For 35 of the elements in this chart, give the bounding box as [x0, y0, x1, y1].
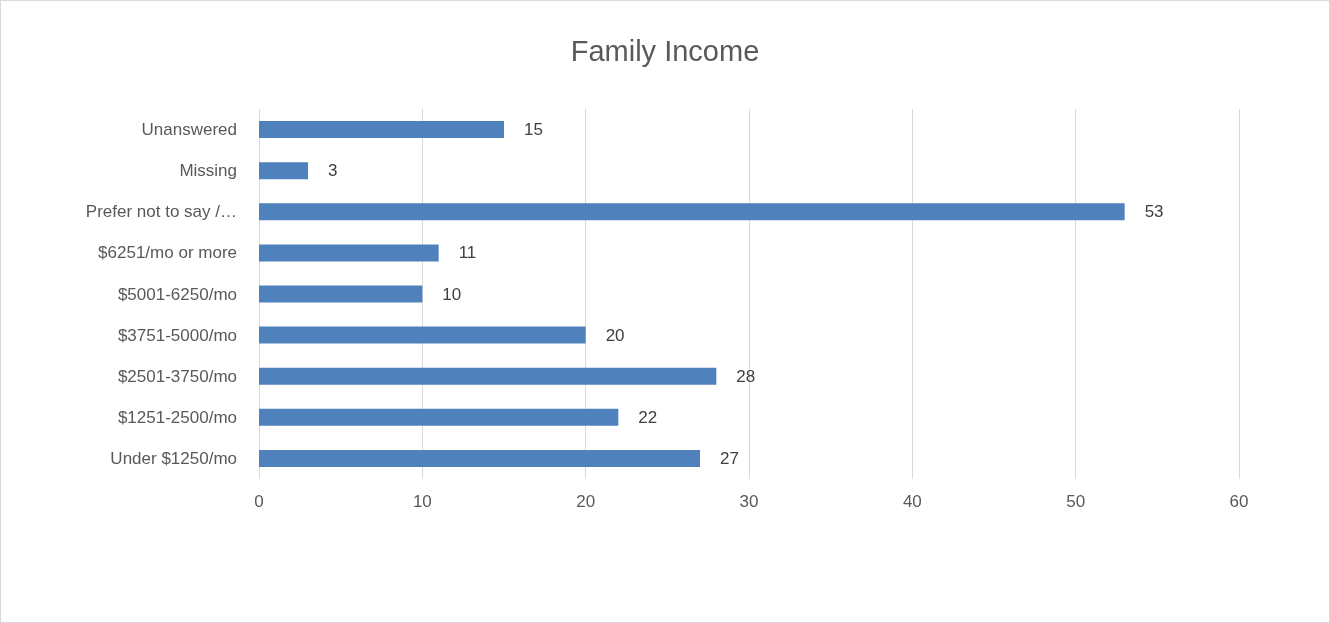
y-tick-label: $5001-6250/mo	[117, 284, 237, 304]
data-label: 11	[458, 243, 477, 263]
bar	[259, 203, 1125, 221]
data-label: 28	[736, 366, 756, 386]
chart-title: Family Income	[570, 34, 760, 67]
y-tick-label: Missing	[179, 161, 237, 181]
x-tick-label: 40	[902, 492, 922, 511]
x-tick-label: 0	[254, 492, 264, 511]
data-label: 22	[638, 407, 658, 427]
data-label: 27	[720, 448, 739, 468]
x-tick-label: 30	[739, 492, 759, 511]
bar	[259, 244, 439, 262]
data-label: 3	[328, 161, 338, 181]
data-label: 10	[442, 284, 462, 304]
bar	[259, 285, 423, 303]
x-tick-label: 60	[1229, 492, 1249, 511]
x-tick-label: 20	[576, 492, 596, 511]
bar	[259, 367, 717, 385]
y-tick-label: $1251-2500/mo	[117, 407, 237, 427]
y-tick-label: $3751-5000/mo	[117, 325, 237, 345]
y-tick-label: Prefer not to say /…	[85, 202, 237, 222]
bar	[259, 121, 504, 139]
y-tick-label: Under $1250/mo	[110, 448, 237, 468]
data-label: 20	[605, 325, 625, 345]
x-tick-label: 10	[412, 492, 432, 511]
bar	[259, 408, 619, 426]
y-tick-label: $6251/mo or more	[98, 243, 237, 263]
bar	[259, 449, 700, 467]
y-tick-label: Unanswered	[141, 120, 237, 140]
x-tick-label: 50	[1066, 492, 1086, 511]
bar	[259, 162, 308, 180]
y-tick-label: $2501-3750/mo	[117, 366, 237, 386]
data-label: 15	[524, 120, 543, 140]
data-label: 53	[1144, 202, 1164, 222]
bar	[259, 326, 586, 344]
